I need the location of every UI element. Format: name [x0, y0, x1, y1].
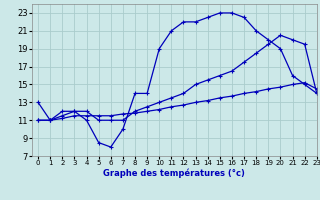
X-axis label: Graphe des températures (°c): Graphe des températures (°c): [103, 169, 245, 178]
